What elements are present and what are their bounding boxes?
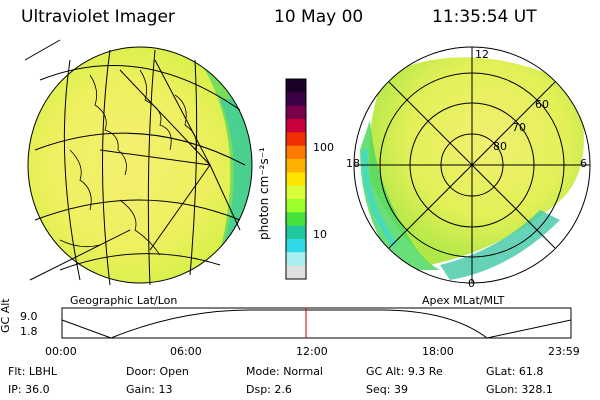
colorbar-stripe <box>286 159 306 173</box>
observation-date: 10 May 00 <box>274 7 364 27</box>
colorbar <box>285 78 307 280</box>
mlt-label-0: 0 <box>468 277 475 290</box>
instrument-title: Ultraviolet Imager <box>21 7 175 27</box>
magnetic-caption: Apex MLat/MLT <box>422 294 505 307</box>
timeline-y-tick-max: 9.0 <box>20 310 38 323</box>
status-ip: IP: 36.0 <box>8 383 50 396</box>
timeline-x-tick-3: 18:00 <box>422 345 454 358</box>
mlt-label-18: 18 <box>346 157 360 170</box>
mlat-label-80: 80 <box>493 140 507 153</box>
timeline-x-tick-1: 06:00 <box>170 345 202 358</box>
status-flt: Flt: LBHL <box>8 365 57 378</box>
colorbar-stripe <box>286 185 306 200</box>
colorbar-stripe <box>286 199 306 213</box>
colorbar-tick-10: 10 <box>313 228 327 241</box>
timeline-x-tick-0: 00:00 <box>45 345 77 358</box>
colorbar-stripe <box>286 172 306 187</box>
status-gc-alt: GC Alt: 9.3 Re <box>366 365 443 378</box>
colorbar-stripe <box>286 132 306 147</box>
colorbar-stripe <box>286 239 306 253</box>
observation-time: 11:35:54 UT <box>432 7 537 27</box>
colorbar-stripe <box>286 252 306 267</box>
mlat-label-70: 70 <box>512 121 526 134</box>
colorbar-stripe <box>286 105 306 120</box>
status-glat: GLat: 61.8 <box>486 365 544 378</box>
status-door: Door: Open <box>126 365 189 378</box>
timeline-x-tick-2: 12:00 <box>296 345 328 358</box>
status-glon: GLon: 328.1 <box>486 383 553 396</box>
status-seq: Seq: 39 <box>366 383 408 396</box>
colorbar-stripe <box>286 212 306 227</box>
mlat-label-60: 60 <box>535 98 549 111</box>
colorbar-stripe <box>286 119 306 133</box>
colorbar-stripe <box>286 92 306 107</box>
colorbar-stripe <box>286 265 306 280</box>
colorbar-stripe <box>286 79 306 93</box>
colorbar-stripe <box>286 145 306 160</box>
timeline-y-tick-min: 1.8 <box>20 325 38 338</box>
colorbar-stripe <box>286 225 306 240</box>
mlt-label-12: 12 <box>475 48 489 61</box>
status-gain: Gain: 13 <box>126 383 173 396</box>
mlt-label-6: 6 <box>580 157 587 170</box>
timeline-x-tick-4: 23:59 <box>548 345 580 358</box>
geographic-caption: Geographic Lat/Lon <box>70 294 178 307</box>
colorbar-tick-100: 100 <box>313 141 334 154</box>
status-dsp: Dsp: 2.6 <box>246 383 292 396</box>
status-mode: Mode: Normal <box>246 365 323 378</box>
